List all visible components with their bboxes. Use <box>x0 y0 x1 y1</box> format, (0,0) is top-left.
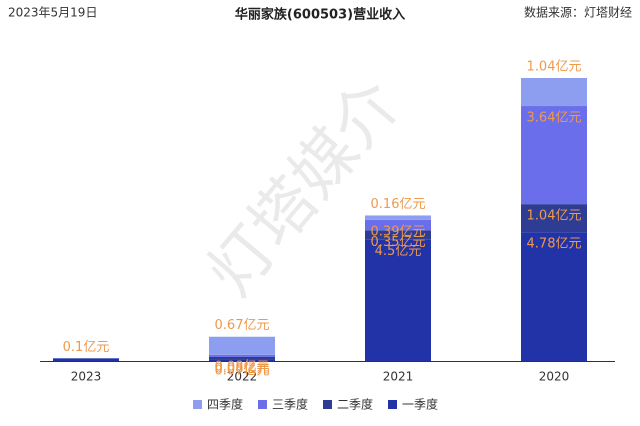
legend-label: 二季度 <box>337 397 373 412</box>
bar-segment <box>365 215 431 220</box>
value-label: 0.08亿元 <box>215 359 270 374</box>
value-label: 3.64亿元 <box>527 111 582 126</box>
legend-label: 三季度 <box>272 397 308 412</box>
bar-segment <box>53 358 119 361</box>
legend-swatch <box>193 400 202 409</box>
bar-segment <box>365 219 431 231</box>
bar-segment <box>521 78 587 107</box>
legend-swatch <box>388 400 397 409</box>
date: 2023年5月19日 <box>8 6 97 20</box>
x-tick-label: 2020 <box>539 370 570 384</box>
x-tick-label: 2022 <box>227 370 258 384</box>
x-tick-label: 2021 <box>383 370 414 384</box>
value-label: 0.07亿元 <box>215 364 270 379</box>
bar-segment <box>209 359 275 361</box>
value-label: 0.1亿元 <box>63 340 110 355</box>
x-tick-label: 2023 <box>71 370 102 384</box>
value-label: 0.39亿元 <box>371 224 426 239</box>
chart-title: 华丽家族(600503)营业收入 <box>235 7 405 23</box>
legend-label: 一季度 <box>402 397 438 412</box>
legend-swatch <box>323 400 332 409</box>
bar-segment <box>209 356 275 360</box>
legend-label: 四季度 <box>207 397 243 412</box>
bar-segment <box>521 232 587 361</box>
value-label: 0.16亿元 <box>371 197 426 212</box>
bar-segment <box>365 239 431 361</box>
value-label: 1.04亿元 <box>527 209 582 224</box>
value-label: 4.5亿元 <box>375 244 422 259</box>
legend-swatch <box>258 400 267 409</box>
source: 数据来源：灯塔财经 <box>524 5 632 20</box>
value-label: 1.04亿元 <box>527 60 582 75</box>
bar-segment <box>521 204 587 233</box>
bar-segment <box>365 230 431 240</box>
bar-segment <box>521 106 587 205</box>
value-label: 0.35亿元 <box>371 235 426 250</box>
value-label: 0.67亿元 <box>215 318 270 333</box>
bar-segment <box>209 354 275 357</box>
value-label: 0.08亿元 <box>215 361 270 376</box>
bar-segment <box>209 336 275 355</box>
value-label: 4.78亿元 <box>527 237 582 252</box>
